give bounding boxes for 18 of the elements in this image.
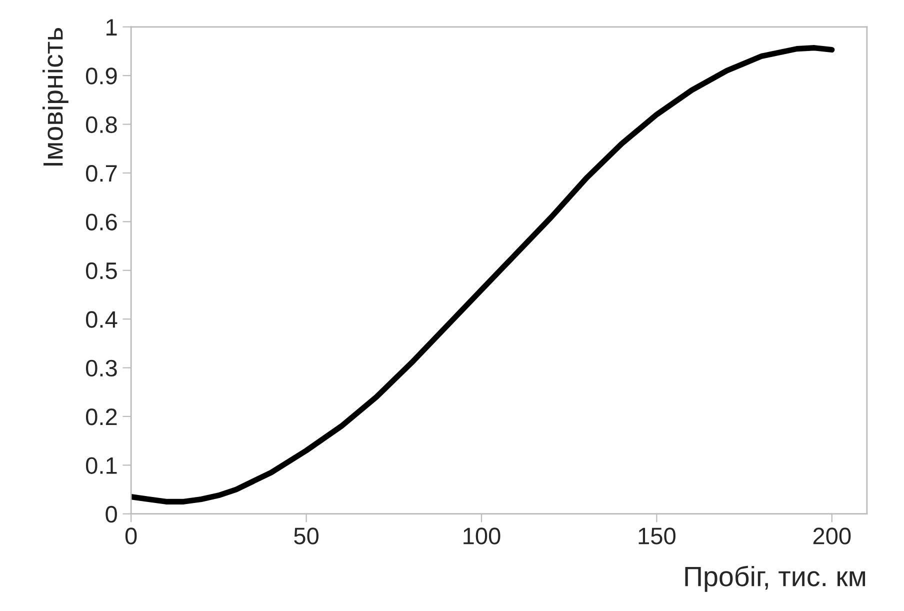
y-tick-label: 0.5 (86, 262, 117, 280)
y-tick-label: 0.2 (86, 408, 117, 426)
y-tick-label: 0.8 (86, 116, 117, 134)
x-tick-label: 200 (813, 528, 851, 544)
y-tick-label: 0.3 (86, 360, 117, 377)
y-tick-label: 1 (106, 19, 117, 36)
y-tick-label: 0.6 (86, 214, 117, 230)
x-tick-label: 50 (294, 528, 318, 544)
x-tick-label: 0 (125, 528, 137, 544)
x-tick-label: 100 (464, 528, 500, 544)
y-tick-label: 0.4 (86, 311, 118, 328)
x-tick-label: 150 (638, 528, 676, 544)
y-axis-title: Імовірність (42, 28, 68, 166)
y-tick-label: 0 (106, 506, 117, 523)
y-tick-label: 0.7 (86, 165, 117, 182)
x-axis-title: Пробіг, тис. км (685, 566, 866, 592)
y-tick-label: 0.1 (86, 457, 117, 474)
y-tick-label: 0.9 (86, 68, 117, 84)
